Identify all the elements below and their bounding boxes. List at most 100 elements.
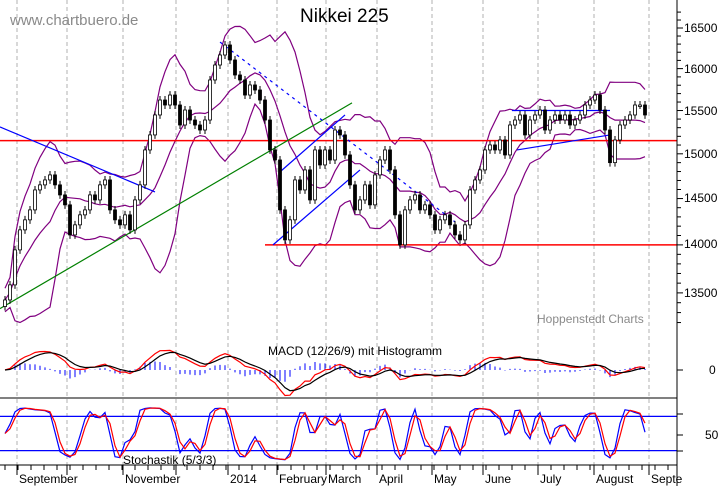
grid-lines <box>4 0 669 475</box>
candle <box>28 209 32 221</box>
candle <box>143 149 147 186</box>
trend-line <box>219 41 456 223</box>
candle <box>633 104 637 116</box>
candle <box>438 219 442 231</box>
candle <box>433 214 437 231</box>
candle <box>508 124 512 156</box>
candle <box>343 134 347 156</box>
candle <box>13 249 17 286</box>
candle <box>528 119 532 136</box>
candle <box>153 114 157 136</box>
candle <box>288 219 292 241</box>
candle <box>503 139 507 156</box>
candle <box>383 149 387 161</box>
y-tick-label: 14000 <box>684 237 718 251</box>
candle <box>378 159 382 176</box>
candle <box>393 169 397 216</box>
candle <box>83 209 87 216</box>
stochastic-label: Stochastik (5/3/3) <box>123 453 217 467</box>
candle <box>58 184 62 196</box>
candle <box>78 214 82 226</box>
candle <box>303 169 307 191</box>
candle <box>88 194 92 211</box>
candle <box>553 114 557 121</box>
trend-line <box>516 134 611 151</box>
candle <box>113 209 117 221</box>
candle <box>358 199 362 211</box>
candle <box>333 129 337 161</box>
candle <box>598 94 602 111</box>
macd-zero-label: 0 <box>709 363 716 377</box>
candle <box>538 109 542 116</box>
x-tick-label: 2014 <box>230 472 257 486</box>
candle <box>363 184 367 201</box>
candle <box>73 224 77 236</box>
candle <box>468 189 472 226</box>
bollinger-lower <box>4 102 646 324</box>
trend-lines <box>0 41 677 310</box>
candle <box>178 104 182 126</box>
candle <box>223 44 227 56</box>
candle <box>283 209 287 241</box>
candle <box>518 114 522 121</box>
candle <box>268 119 272 151</box>
candle <box>208 79 212 121</box>
x-tick-label: November <box>125 472 181 486</box>
candle <box>33 189 37 211</box>
price-axis <box>676 0 683 486</box>
x-tick-label: Septe <box>651 472 683 486</box>
candle <box>63 194 67 206</box>
candle <box>43 179 47 186</box>
candle <box>103 179 107 186</box>
x-tick-label: March <box>328 472 362 486</box>
candle <box>373 174 377 206</box>
candle <box>193 119 197 126</box>
candle <box>368 184 372 206</box>
candle <box>643 104 647 116</box>
candle <box>233 59 237 76</box>
trend-line <box>0 102 353 310</box>
bollinger-bands <box>4 25 646 324</box>
x-tick-label: April <box>379 472 404 486</box>
chart-title: Nikkei 225 <box>300 6 389 27</box>
trend-line <box>279 114 346 173</box>
candle <box>203 119 207 131</box>
candle <box>48 174 52 181</box>
macd-panel <box>4 349 646 397</box>
candle <box>583 104 587 116</box>
candle <box>578 114 582 121</box>
watermark: www.chartbuero.de <box>10 12 139 29</box>
candle <box>398 214 402 246</box>
candle <box>523 114 527 136</box>
candle <box>548 119 552 131</box>
candle <box>513 119 517 126</box>
candle <box>403 209 407 246</box>
candle <box>498 139 502 151</box>
candle <box>238 74 242 81</box>
candle <box>198 124 202 131</box>
candle <box>628 114 632 121</box>
candle <box>108 179 112 211</box>
source-label: Hoppenstedt Charts <box>537 312 644 326</box>
candle <box>568 114 572 126</box>
candle <box>318 149 322 166</box>
candle <box>428 204 432 216</box>
candle <box>213 64 217 81</box>
stochastic-50-label: 50 <box>705 428 719 442</box>
y-tick-label: 13500 <box>684 286 718 300</box>
candle <box>3 299 7 307</box>
candle <box>68 204 72 236</box>
candle <box>488 144 492 151</box>
candle <box>18 229 22 251</box>
candle <box>123 214 127 226</box>
candle <box>443 214 447 221</box>
candle <box>353 184 357 211</box>
candle <box>408 199 412 211</box>
candle <box>253 84 257 91</box>
candle <box>98 184 102 201</box>
candle <box>228 44 232 61</box>
candle <box>558 114 562 121</box>
candle <box>118 219 122 226</box>
y-tick-label: 16500 <box>684 21 718 35</box>
trend-line <box>0 126 156 193</box>
